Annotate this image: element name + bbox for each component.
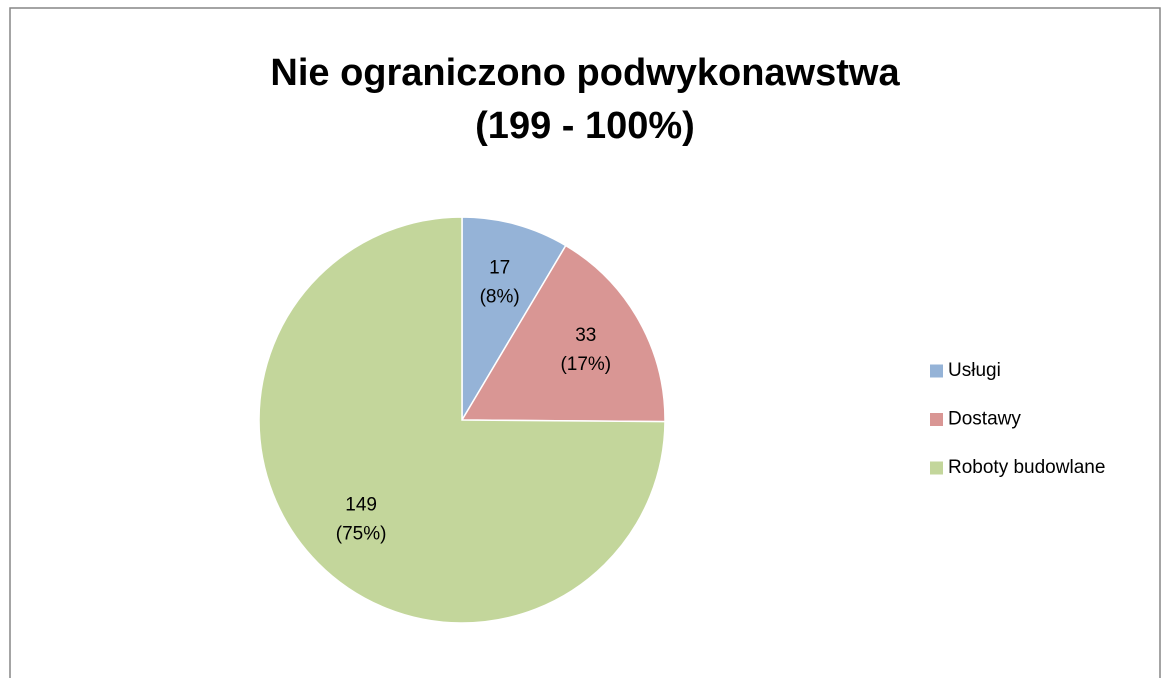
chart-frame — [9, 7, 1161, 678]
data-label: (17%) — [560, 354, 611, 375]
data-label: (75%) — [336, 524, 387, 545]
pie-slice — [258, 216, 666, 624]
legend-swatch — [930, 364, 943, 378]
chart-subtitle: (199 - 100%) — [475, 105, 695, 147]
data-label: 33 — [575, 325, 596, 346]
legend-swatch — [930, 461, 943, 475]
pie-slice — [461, 216, 567, 423]
legend-label: Usługi — [948, 360, 1001, 381]
chart-title: Nie ograniczono podwykonawstwa — [270, 52, 900, 94]
data-label: 149 — [345, 495, 377, 516]
data-label: (8%) — [480, 287, 520, 308]
legend-swatch — [930, 413, 943, 426]
data-label: 17 — [489, 258, 510, 279]
legend-label: Dostawy — [948, 409, 1021, 430]
pie-slice — [460, 244, 666, 423]
legend-label: Roboty budowlane — [948, 457, 1105, 478]
